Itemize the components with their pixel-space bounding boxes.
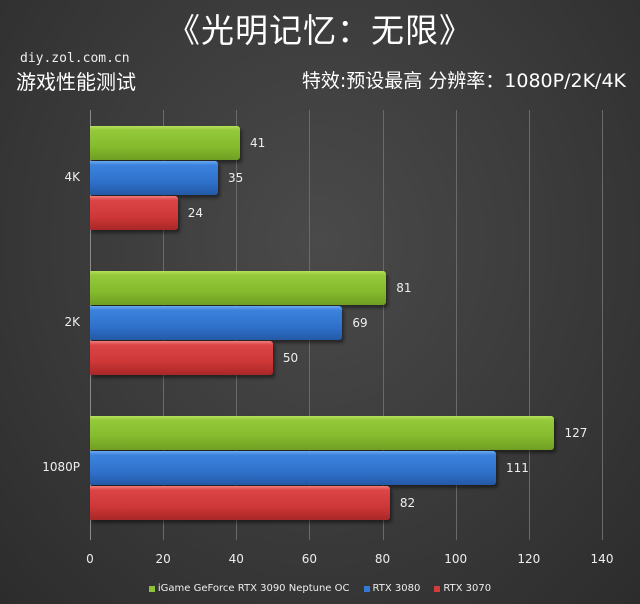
bar (90, 126, 240, 160)
legend-label: RTX 3070 (443, 583, 492, 594)
data-label: 35 (228, 171, 244, 185)
x-tick-label: 0 (86, 552, 94, 566)
gridline (528, 110, 530, 540)
x-tick-label: 20 (155, 552, 171, 566)
gridline (602, 110, 603, 540)
chart-title: 《光明记忆：无限》 (167, 11, 473, 50)
data-label: 50 (282, 351, 299, 365)
x-tick-label: 80 (374, 552, 391, 566)
bar (90, 196, 178, 230)
legend-item: RTX 3070 (434, 583, 491, 594)
x-tick-label: 60 (301, 552, 318, 566)
gridline (382, 110, 384, 540)
gridline (455, 110, 457, 540)
legend-item: iGame GeForce RTX 3090 Neptune OC (148, 583, 350, 594)
legend-swatch-icon (148, 585, 155, 592)
data-label: 81 (396, 281, 412, 295)
source-site: diy.zol.com.cn (20, 51, 130, 66)
x-tick-label: 40 (228, 552, 244, 566)
data-label: 111 (505, 461, 529, 475)
data-label: 82 (399, 496, 416, 510)
data-label: 24 (187, 206, 204, 220)
plot-area: 41 35 24 81 69 50 127 111 82 (90, 110, 603, 540)
chart-subtitle: 游戏性能测试 (16, 70, 136, 94)
legend-label: RTX 3080 (372, 583, 421, 594)
data-label: 69 (352, 316, 368, 330)
bar (90, 451, 496, 485)
bar (90, 486, 390, 520)
legend-item: RTX 3080 (363, 583, 421, 594)
bar (90, 341, 273, 375)
legend-swatch-icon (363, 585, 370, 592)
bar (90, 271, 387, 305)
x-tick-label: 100 (444, 552, 468, 566)
bar (90, 416, 555, 450)
x-tick-label: 140 (590, 552, 614, 566)
legend-label: iGame GeForce RTX 3090 Neptune OC (157, 583, 350, 594)
legend: iGame GeForce RTX 3090 Neptune OC RTX 308… (0, 583, 640, 594)
bar (90, 306, 343, 340)
x-tick-label: 120 (517, 552, 541, 566)
bar (90, 161, 218, 195)
data-label: 41 (249, 136, 266, 150)
data-label: 127 (564, 426, 588, 440)
category-label: 2K (64, 315, 80, 329)
category-label: 1080P (42, 460, 80, 474)
legend-swatch-icon (434, 585, 441, 592)
category-label: 4K (64, 170, 80, 184)
test-settings: 特效:预设最高 分辨率：1080P/2K/4K (301, 70, 626, 92)
